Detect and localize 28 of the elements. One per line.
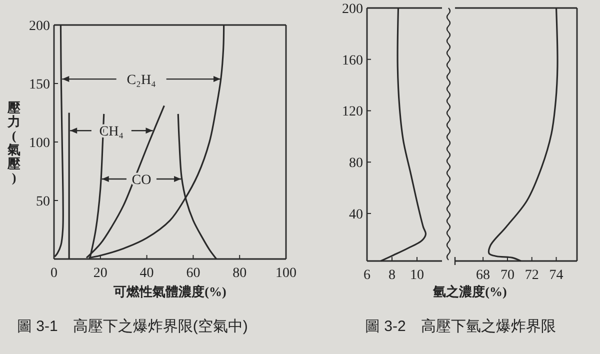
y-tick-label: 100 bbox=[29, 136, 50, 151]
y-tick-label: 200 bbox=[29, 19, 50, 34]
x-tick-label: 60 bbox=[186, 266, 200, 281]
y-tick-label: 80 bbox=[349, 156, 363, 172]
text: 圖 3-2 高壓下氫之爆炸界限 bbox=[365, 318, 556, 335]
x-tick-label: 20 bbox=[93, 266, 108, 281]
annotation: C₂H₄ bbox=[126, 73, 156, 88]
x-tick-label: 10 bbox=[410, 268, 424, 283]
y-tick-label: 160 bbox=[342, 53, 363, 68]
x-tick-label: 6 bbox=[364, 268, 370, 283]
x-axis-title: 氫之濃度(%) bbox=[432, 284, 507, 299]
x-tick-label: 68 bbox=[476, 268, 490, 283]
y-tick-label: 150 bbox=[29, 78, 50, 92]
y-axis-title: 壓力(氣壓) bbox=[6, 100, 22, 185]
x-tick-label: 100 bbox=[276, 266, 296, 281]
x-tick-label: 8 bbox=[388, 268, 396, 283]
y-tick-label: 120 bbox=[342, 104, 363, 120]
x-tick-label: 80 bbox=[232, 266, 247, 281]
text: 圖 3-1 高壓下之爆炸界限(空氣中) bbox=[17, 318, 248, 335]
x-tick-label: 72 bbox=[524, 268, 539, 283]
x-tick-label: 0 bbox=[50, 266, 58, 281]
x-tick-label: 74 bbox=[549, 268, 564, 283]
y-tick-label: 200 bbox=[342, 2, 363, 17]
x-axis-title: 可燃性氣體濃度(%) bbox=[112, 284, 226, 299]
y-tick-label: 50 bbox=[36, 194, 50, 210]
y-tick-label: 40 bbox=[349, 207, 363, 222]
x-tick-label: 40 bbox=[140, 266, 154, 281]
x-tick-label: 70 bbox=[500, 268, 514, 283]
